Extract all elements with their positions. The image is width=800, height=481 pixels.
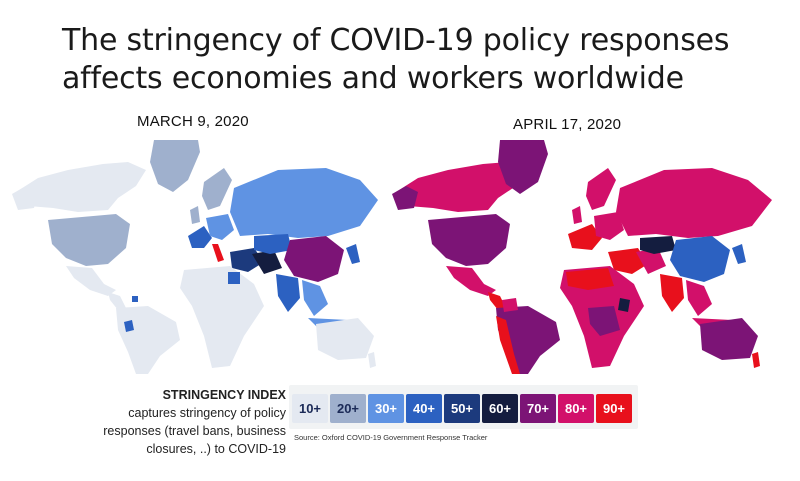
region-india [660, 274, 684, 312]
region-uk [190, 206, 200, 224]
region-new-zealand [752, 352, 760, 368]
region-china [670, 236, 730, 282]
map-date-april: APRIL 17, 2020 [513, 116, 622, 133]
region-canada [396, 162, 526, 212]
region-central-europe [594, 212, 624, 240]
region-australia [316, 318, 374, 360]
region-greenland [150, 140, 200, 192]
region-colombia [502, 298, 518, 312]
legend-swatch: 30+ [368, 394, 404, 423]
legend-swatch: 80+ [558, 394, 594, 423]
region-australia [700, 318, 758, 360]
region-russia [616, 168, 772, 238]
legend-description-line: closures, ..) to COVID-19 [146, 442, 286, 456]
region-greenland [498, 140, 548, 194]
region-western-europe [188, 226, 212, 248]
region-east-africa [618, 298, 630, 312]
region-alaska [12, 186, 38, 210]
region-china [284, 236, 344, 282]
legend-caption: STRINGENCY INDEX captures stringency of … [40, 386, 286, 458]
region-usa [48, 214, 130, 266]
region-italy [212, 244, 224, 262]
region-western-europe [568, 224, 602, 250]
legend-swatch: 70+ [520, 394, 556, 423]
region-alaska [392, 186, 418, 210]
region-scandinavia [586, 168, 616, 210]
region-south-america [116, 306, 180, 374]
region-central-america [488, 292, 506, 310]
region-russia [230, 168, 378, 238]
legend-description-line: responses (travel bans, business [103, 424, 286, 438]
region-canada [16, 162, 146, 212]
region-korea-japan [732, 244, 746, 264]
title-line-1: The stringency of COVID-19 policy respon… [62, 23, 730, 58]
title-line-2: affects economies and workers worldwide [62, 61, 684, 96]
region-colombia [132, 296, 138, 302]
region-africa [180, 266, 264, 368]
world-map-april [392, 140, 772, 374]
region-india [276, 274, 300, 312]
legend-swatch: 50+ [444, 394, 480, 423]
region-uk [572, 206, 582, 224]
region-scandinavia [202, 168, 232, 210]
legend-swatch: 20+ [330, 394, 366, 423]
legend-swatch: 10+ [292, 394, 328, 423]
region-iran [252, 250, 282, 274]
region-southeast-asia [302, 280, 328, 316]
legend-swatch: 60+ [482, 394, 518, 423]
region-mexico [446, 266, 496, 296]
legend-description-line: captures stringency of policy [128, 406, 286, 420]
region-egypt [228, 272, 240, 284]
region-central-africa [588, 306, 620, 336]
region-central-asia [254, 234, 292, 254]
legend-swatches: 10+ 20+ 30+ 40+ 50+ 60+ 70+ 80+ 90+ [292, 394, 632, 423]
region-iran [636, 248, 666, 274]
page-title: The stringency of COVID-19 policy respon… [62, 22, 782, 98]
region-central-asia [640, 236, 676, 254]
region-korea-japan [346, 244, 360, 264]
region-central-europe [206, 214, 234, 240]
legend-swatch: 90+ [596, 394, 632, 423]
region-mexico [66, 266, 116, 296]
source-note: Source: Oxford COVID-19 Government Respo… [294, 433, 488, 442]
region-peru-chile [496, 316, 520, 374]
world-map-march [12, 140, 378, 374]
legend-heading: STRINGENCY INDEX [162, 388, 286, 402]
region-north-africa [566, 268, 614, 290]
region-central-america [108, 292, 126, 310]
stringency-legend: 10+ 20+ 30+ 40+ 50+ 60+ 70+ 80+ 90+ [289, 385, 638, 429]
map-date-march: MARCH 9, 2020 [137, 113, 249, 130]
region-paraguay [124, 320, 134, 332]
region-southeast-asia [686, 280, 712, 316]
region-usa [428, 214, 510, 266]
region-new-zealand [368, 352, 376, 368]
legend-swatch: 40+ [406, 394, 442, 423]
